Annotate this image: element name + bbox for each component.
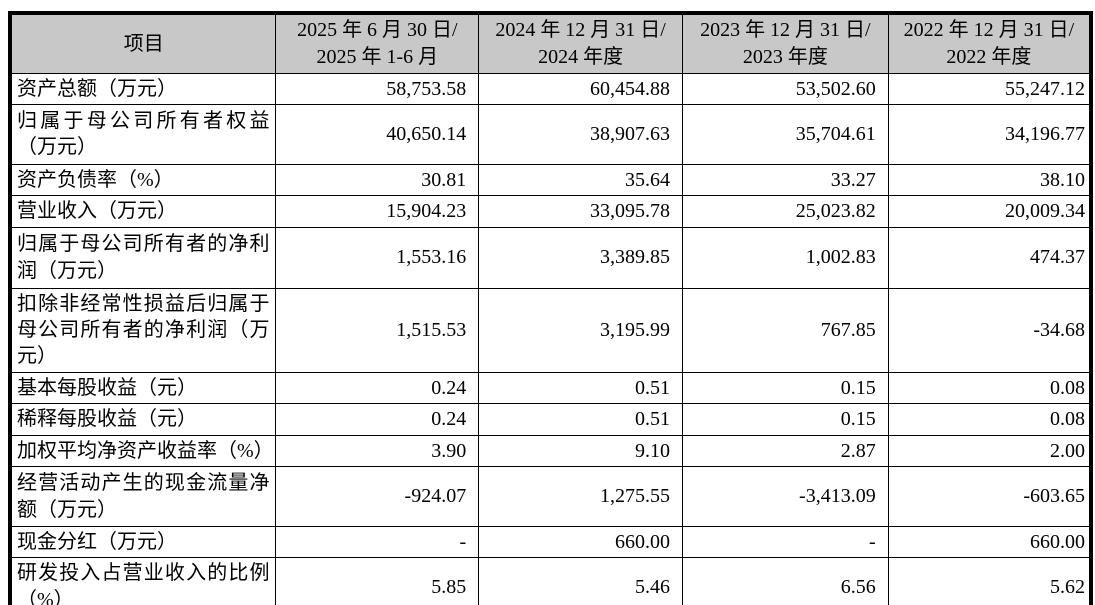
row-label-cell: 现金分红（万元） [9, 526, 277, 559]
value-cell: 0.15 [681, 371, 889, 405]
value-cell: 9.10 [478, 434, 683, 468]
table-row: 归属于母公司所有者权益（万元） 40,650.14 38,907.63 35,7… [9, 103, 1092, 165]
column-header-item: 项目 [9, 12, 277, 74]
value-cell: 55,247.12 [887, 72, 1092, 105]
value-cell: 5.62 [887, 557, 1092, 605]
column-header-2023: 2023 年 12 月 31 日/ 2023 年度 [681, 12, 889, 74]
value-cell: - [275, 526, 480, 559]
value-cell: 33,095.78 [478, 195, 683, 228]
row-label-cell: 扣除非经常性损益后归属于母公司所有者的净利润（万元） [9, 287, 277, 373]
value-cell: 6.56 [681, 557, 889, 605]
value-cell: 38,907.63 [478, 103, 683, 165]
value-cell: - [681, 526, 889, 559]
value-cell: 38.10 [887, 163, 1092, 197]
value-cell: 53,502.60 [681, 72, 889, 105]
value-cell: 30.81 [275, 163, 480, 197]
value-cell: 1,515.53 [275, 287, 480, 373]
value-cell: 33.27 [681, 163, 889, 197]
row-label-cell: 资产总额（万元） [9, 72, 277, 105]
value-cell: 0.24 [275, 403, 480, 436]
table-row: 加权平均净资产收益率（%） 3.90 9.10 2.87 2.00 [9, 434, 1092, 468]
value-cell: 3,389.85 [478, 226, 683, 289]
value-cell: 660.00 [887, 526, 1092, 559]
value-cell: 40,650.14 [275, 103, 480, 165]
value-cell: 5.85 [275, 557, 480, 605]
row-label-cell: 营业收入（万元） [9, 195, 277, 228]
row-label-cell: 加权平均净资产收益率（%） [9, 434, 277, 468]
value-cell: 1,553.16 [275, 226, 480, 289]
value-cell: 15,904.23 [275, 195, 480, 228]
value-cell: 20,009.34 [887, 195, 1092, 228]
value-cell: -924.07 [275, 466, 480, 528]
value-cell: 0.51 [478, 403, 683, 436]
value-cell: 767.85 [681, 287, 889, 373]
value-cell: 1,002.83 [681, 226, 889, 289]
table-row: 资产负债率（%） 30.81 35.64 33.27 38.10 [9, 163, 1092, 197]
value-cell: 3.90 [275, 434, 480, 468]
row-label-cell: 经营活动产生的现金流量净额（万元） [9, 466, 277, 528]
value-cell: 0.51 [478, 371, 683, 405]
value-cell: 35.64 [478, 163, 683, 197]
value-cell: 0.08 [887, 403, 1092, 436]
table-row: 稀释每股收益（元） 0.24 0.51 0.15 0.08 [9, 403, 1092, 436]
value-cell: -34.68 [887, 287, 1092, 373]
table-row: 扣除非经常性损益后归属于母公司所有者的净利润（万元） 1,515.53 3,19… [9, 287, 1092, 373]
value-cell: 2.87 [681, 434, 889, 468]
value-cell: 58,753.58 [275, 72, 480, 105]
header-row: 项目 2025 年 6 月 30 日/ 2025 年 1-6 月 2024 年 … [9, 12, 1092, 74]
table-row: 研发投入占营业收入的比例（%） 5.85 5.46 6.56 5.62 [9, 557, 1092, 605]
column-header-2022: 2022 年 12 月 31 日/ 2022 年度 [887, 12, 1092, 74]
value-cell: 60,454.88 [478, 72, 683, 105]
value-cell: 5.46 [478, 557, 683, 605]
value-cell: 3,195.99 [478, 287, 683, 373]
value-cell: 34,196.77 [887, 103, 1092, 165]
table-row: 基本每股收益（元） 0.24 0.51 0.15 0.08 [9, 371, 1092, 405]
column-header-2025: 2025 年 6 月 30 日/ 2025 年 1-6 月 [275, 12, 480, 74]
value-cell: -3,413.09 [681, 466, 889, 528]
row-label-cell: 资产负债率（%） [9, 163, 277, 197]
row-label-cell: 研发投入占营业收入的比例（%） [9, 557, 277, 605]
table-row: 经营活动产生的现金流量净额（万元） -924.07 1,275.55 -3,41… [9, 466, 1092, 528]
row-label-cell: 稀释每股收益（元） [9, 403, 277, 436]
row-label-cell: 归属于母公司所有者的净利润（万元） [9, 226, 277, 289]
table-row: 归属于母公司所有者的净利润（万元） 1,553.16 3,389.85 1,00… [9, 226, 1092, 289]
value-cell: 1,275.55 [478, 466, 683, 528]
value-cell: 25,023.82 [681, 195, 889, 228]
value-cell: 35,704.61 [681, 103, 889, 165]
row-label-cell: 归属于母公司所有者权益（万元） [9, 103, 277, 165]
value-cell: 0.24 [275, 371, 480, 405]
value-cell: 0.08 [887, 371, 1092, 405]
financial-summary-table-container: 项目 2025 年 6 月 30 日/ 2025 年 1-6 月 2024 年 … [8, 11, 1093, 605]
financial-summary-table: 项目 2025 年 6 月 30 日/ 2025 年 1-6 月 2024 年 … [8, 11, 1093, 605]
value-cell: 0.15 [681, 403, 889, 436]
value-cell: 2.00 [887, 434, 1092, 468]
table-row: 营业收入（万元） 15,904.23 33,095.78 25,023.82 2… [9, 195, 1092, 228]
value-cell: 474.37 [887, 226, 1092, 289]
column-header-2024: 2024 年 12 月 31 日/ 2024 年度 [478, 12, 683, 74]
table-row: 资产总额（万元） 58,753.58 60,454.88 53,502.60 5… [9, 72, 1092, 105]
row-label-cell: 基本每股收益（元） [9, 371, 277, 405]
table-row: 现金分红（万元） - 660.00 - 660.00 [9, 526, 1092, 559]
value-cell: -603.65 [887, 466, 1092, 528]
value-cell: 660.00 [478, 526, 683, 559]
